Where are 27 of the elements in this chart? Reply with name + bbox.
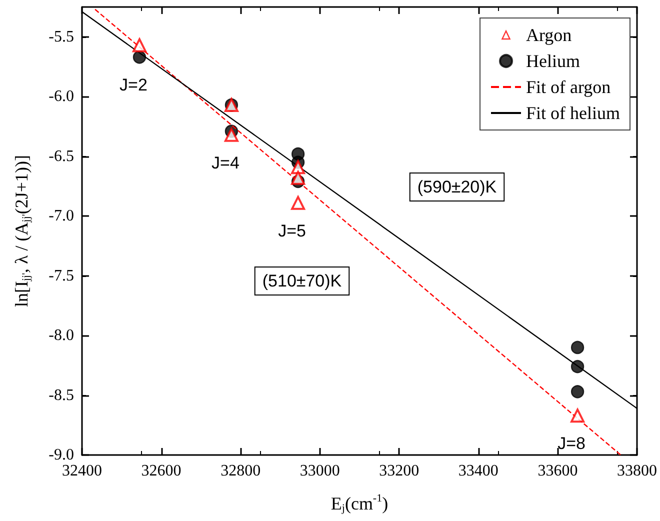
legend-label: Fit of helium: [526, 103, 620, 123]
y-tick-label: -8.5: [48, 386, 74, 404]
y-tick-label: -6.5: [48, 148, 74, 165]
x-tick-label: 32400: [62, 462, 102, 480]
x-tick-label: 33800: [617, 462, 657, 480]
y-tick-label: -6.0: [48, 88, 74, 106]
annotation: J=8: [558, 434, 586, 454]
x-tick-label: 33200: [379, 462, 420, 480]
x-tick-label: 33000: [300, 462, 340, 480]
legend-label: Fit of argon: [526, 77, 611, 97]
y-tick-label: -5.5: [48, 28, 74, 46]
y-tick-label: -7.5: [48, 267, 74, 284]
legend-label: Argon: [526, 25, 572, 45]
legend-label: Helium: [526, 51, 580, 71]
x-tick-label: 32800: [220, 462, 261, 480]
x-tick-label: 32600: [141, 462, 182, 480]
annotation: J=2: [120, 76, 148, 95]
y-tick-label: -7.0: [48, 208, 74, 225]
y-tick-label: -8.0: [48, 327, 74, 344]
annotation: J=4: [212, 153, 240, 172]
y-axis-title: ln[Ijj', λ / (Ajj'(2J+1))]: [12, 154, 32, 308]
y-tick-label: -9.0: [48, 446, 74, 464]
annotation: (590±20)K: [417, 178, 498, 196]
x-tick-label: 33400: [458, 462, 498, 480]
annotation: J=5: [278, 221, 306, 240]
x-tick-label: 33600: [538, 462, 578, 480]
annotation: (510±70)K: [262, 272, 342, 290]
